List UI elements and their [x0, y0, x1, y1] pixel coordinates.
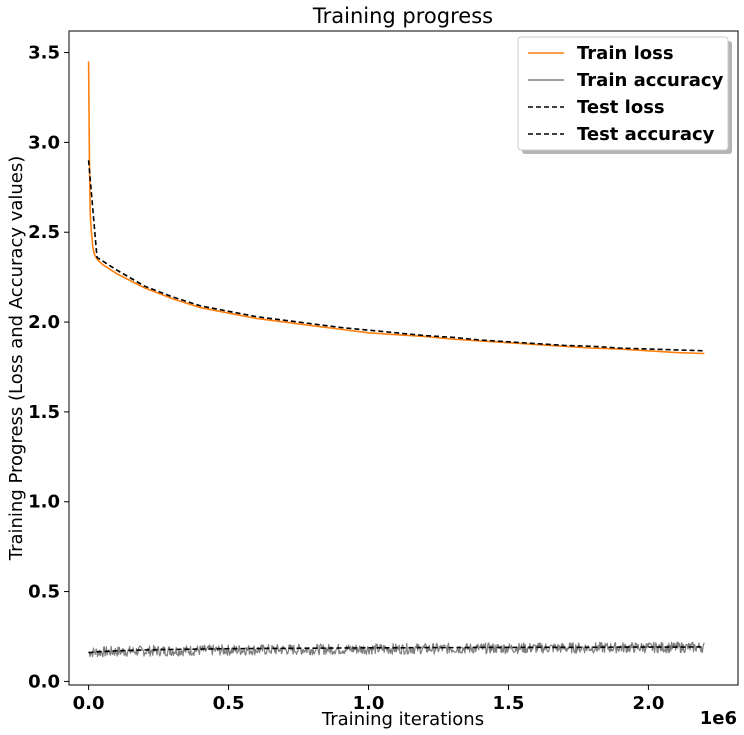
y-tick-label: 1.5	[28, 402, 60, 423]
legend-label-train-loss: Train loss	[577, 43, 674, 64]
legend-label-test-accuracy: Test accuracy	[577, 124, 715, 145]
y-axis-label: Training Progress (Loss and Accuracy val…	[6, 156, 27, 562]
y-tick-label: 1.0	[28, 492, 60, 513]
y-tick-label: 0.5	[28, 582, 60, 603]
series-layer	[87, 61, 705, 658]
x-axis: 0.0 0.5 1.0 1.5 2.0	[73, 685, 664, 714]
series-line-test-loss	[87, 160, 705, 352]
legend-label-train-accuracy: Train accuracy	[577, 70, 724, 91]
x-axis-label: Training iterations	[321, 709, 484, 730]
plot-area-frame	[68, 30, 739, 686]
y-tick-label: 2.0	[28, 312, 60, 333]
legend: Train loss Train accuracy Test loss Test ac…	[517, 36, 732, 154]
series-line-test-accuracy	[88, 646, 705, 654]
series-line-train-loss	[87, 61, 705, 355]
x-tick-label: 0.5	[213, 693, 245, 714]
legend-box	[517, 36, 729, 151]
y-tick-label: 3.5	[28, 43, 60, 64]
x-tick-label: 1.5	[493, 693, 525, 714]
x-tick-label: 2.0	[632, 693, 664, 714]
x-tick-label: 1.0	[353, 693, 385, 714]
y-axis: 0.0 0.5 1.0 1.5 2.0 2.5 3.0 3.5	[28, 43, 69, 692]
chart-title: Training progress	[312, 4, 493, 28]
y-tick-label: 3.0	[28, 132, 60, 153]
y-tick-label: 0.0	[28, 671, 60, 692]
x-tick-label: 0.0	[73, 693, 105, 714]
series-line-train-accuracy	[88, 641, 705, 658]
legend-label-test-loss: Test loss	[577, 97, 665, 118]
y-tick-label: 2.5	[28, 222, 60, 243]
x-axis-multiplier: 1e6	[700, 708, 737, 729]
